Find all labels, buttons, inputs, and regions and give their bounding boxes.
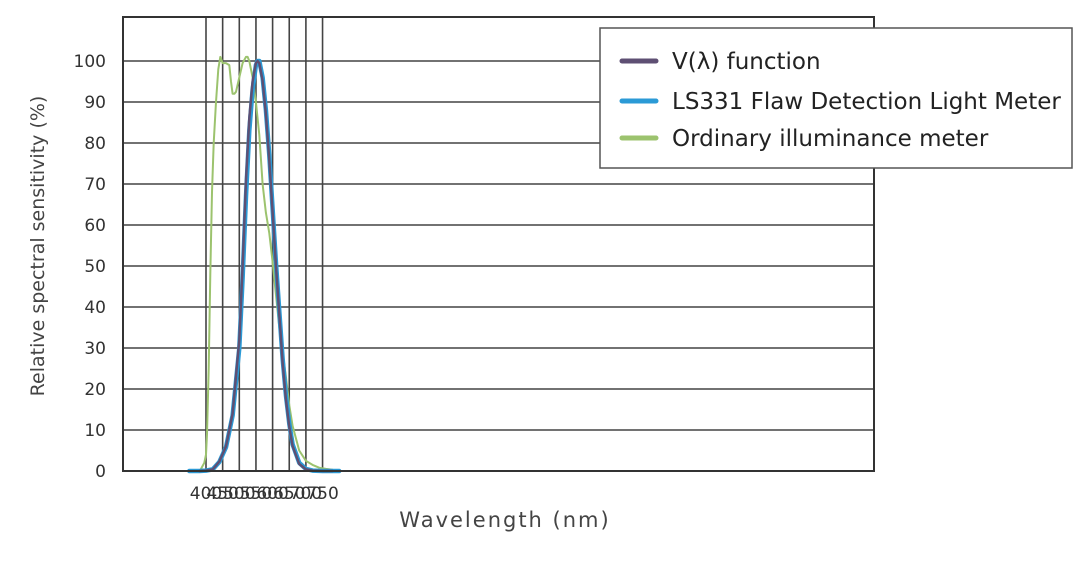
y-tick-label-30: 30 bbox=[84, 339, 106, 359]
x-tick-label-500: 500 bbox=[223, 484, 255, 504]
x-tick-label-600: 600 bbox=[256, 484, 288, 504]
y-tick-label-0: 0 bbox=[95, 462, 106, 482]
y-tick-label-10: 10 bbox=[84, 421, 106, 441]
legend-label-v-lambda: V(λ) function bbox=[672, 49, 821, 75]
y-axis-tick-labels: 0 10 20 30 40 50 60 70 80 90 100 bbox=[74, 52, 106, 482]
x-tick-label-750: 750 bbox=[306, 484, 338, 504]
y-tick-label-60: 60 bbox=[84, 216, 106, 236]
y-tick-label-90: 90 bbox=[84, 93, 106, 113]
legend-label-ls331: LS331 Flaw Detection Light Meter bbox=[672, 89, 1061, 115]
y-tick-label-70: 70 bbox=[84, 175, 106, 195]
legend: V(λ) function LS331 Flaw Detection Light… bbox=[599, 27, 1073, 169]
y-tick-label-20: 20 bbox=[84, 380, 106, 400]
x-tick-label-550: 550 bbox=[240, 484, 272, 504]
series-line-ordinary-meter bbox=[200, 55, 334, 471]
y-tick-label-80: 80 bbox=[84, 134, 106, 154]
grid-lines bbox=[123, 17, 874, 471]
x-tick-label-450: 450 bbox=[206, 484, 238, 504]
x-axis-title: Wavelength (nm) bbox=[399, 508, 610, 532]
y-axis-title: Relative spectral sensitivity (%) bbox=[27, 96, 49, 397]
series-line-v-lambda bbox=[198, 59, 334, 473]
series-lines bbox=[187, 55, 342, 474]
plot-frame bbox=[122, 16, 875, 472]
y-tick-label-40: 40 bbox=[84, 298, 106, 318]
y-tick-label-50: 50 bbox=[84, 257, 106, 277]
y-tick-label-100: 100 bbox=[74, 52, 106, 72]
legend-box bbox=[599, 27, 1073, 169]
x-tick-label-700: 700 bbox=[290, 484, 322, 504]
x-tick-label-400: 400 bbox=[190, 484, 222, 504]
x-tick-label-650: 650 bbox=[273, 484, 305, 504]
legend-label-ordinary-meter: Ordinary illuminance meter bbox=[672, 126, 989, 152]
